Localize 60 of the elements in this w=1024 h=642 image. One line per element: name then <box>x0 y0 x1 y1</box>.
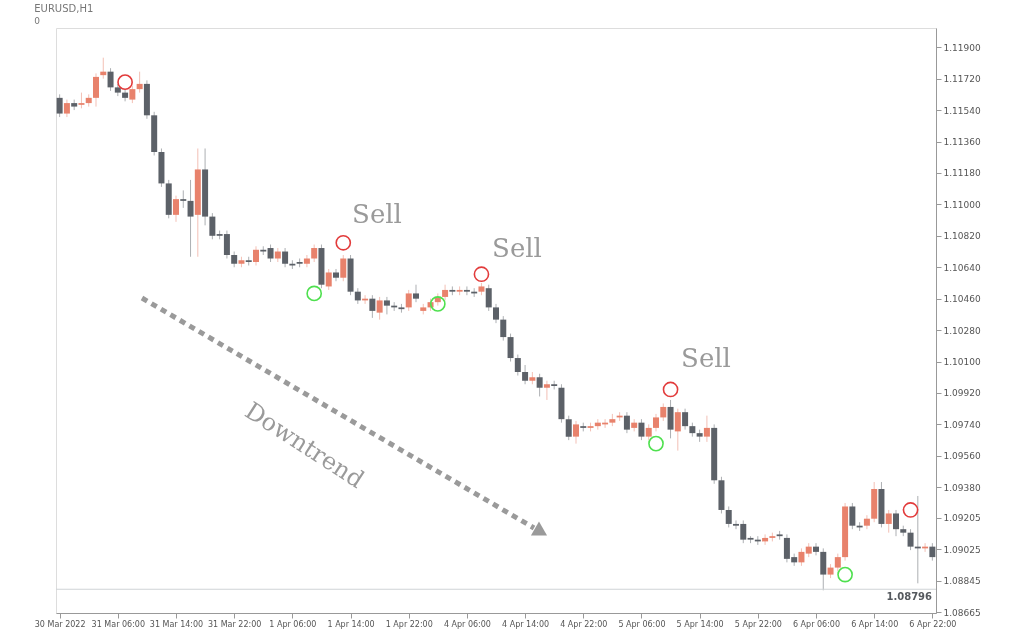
x-tick-label: 31 Mar 14:00 <box>149 619 204 629</box>
candlestick <box>303 254 310 268</box>
x-tick-label: 4 Apr 22:00 <box>560 619 608 629</box>
y-tick-label: 1.11540 <box>943 105 981 116</box>
y-tick-label: 1.11360 <box>943 137 981 148</box>
y-tick-label: 1.09380 <box>943 482 981 493</box>
y-tick-label: 1.09740 <box>943 419 981 430</box>
y-tick-label: 1.08665 <box>943 607 981 618</box>
point <box>473 266 490 283</box>
point <box>902 502 919 518</box>
candlestick <box>813 542 819 556</box>
x-tick-label: 1 Apr 22:00 <box>385 619 433 629</box>
chart-title: EURUSD,H1 <box>34 3 94 14</box>
x-tick-label: 30 Mar 2022 <box>34 619 86 629</box>
point <box>306 285 323 302</box>
y-tick-label: 1.09025 <box>943 544 981 555</box>
candlestick <box>122 88 129 102</box>
candlestick <box>442 284 449 301</box>
y-tick-label: 1.10460 <box>943 294 981 305</box>
candlestick <box>333 268 339 282</box>
point <box>837 566 853 583</box>
point <box>429 296 446 312</box>
y-tick-label: 1.09205 <box>943 513 981 524</box>
y-tick-label: 1.11180 <box>943 168 981 179</box>
annotation: Sell <box>681 343 731 373</box>
annotation: Sell <box>492 233 542 263</box>
point <box>335 234 352 251</box>
x-tick-label: 5 Apr 14:00 <box>676 619 724 629</box>
candlestick <box>463 285 470 296</box>
y-tick-label: 1.10100 <box>943 357 981 368</box>
point <box>648 435 664 452</box>
y-tick-label: 1.09560 <box>943 451 981 462</box>
y-tick-label: 1.08845 <box>943 576 981 587</box>
point <box>662 381 679 398</box>
y-tick-label: 1.11000 <box>943 199 981 210</box>
chart-subtitle: 0 <box>34 16 41 26</box>
x-tick-label: 6 Apr 22:00 <box>909 619 957 629</box>
x-tick-label: 1 Apr 14:00 <box>327 619 375 629</box>
candlestick <box>413 284 419 303</box>
point <box>117 74 133 90</box>
y-tick-label: 1.10280 <box>943 325 981 336</box>
y-tick-label: 1.11900 <box>943 42 981 53</box>
x-tick-label: 4 Apr 06:00 <box>443 619 491 629</box>
x-tick-label: 6 Apr 14:00 <box>851 619 899 629</box>
y-tick-label: 1.11720 <box>943 74 981 85</box>
annotation: Sell <box>352 199 402 229</box>
x-tick-label: 5 Apr 06:00 <box>618 619 666 629</box>
x-tick-label: 6 Apr 06:00 <box>792 619 841 629</box>
y-tick-label: 1.09920 <box>943 388 981 399</box>
candlestick <box>180 189 187 209</box>
y-tick-label: 1.10640 <box>943 262 981 273</box>
y-tick-label: 1.10820 <box>943 231 981 242</box>
x-tick-label: 1 Apr 06:00 <box>269 619 317 629</box>
x-tick-label: 31 Mar 22:00 <box>207 619 262 629</box>
candlestick <box>863 514 870 530</box>
x-tick-label: 5 Apr 22:00 <box>734 619 782 629</box>
candlestick <box>383 296 390 315</box>
x-tick-label: 4 Apr 14:00 <box>502 619 550 629</box>
x-tick-label: 31 Mar 06:00 <box>91 619 146 629</box>
ref-line-label: 1.08796 <box>886 591 933 603</box>
